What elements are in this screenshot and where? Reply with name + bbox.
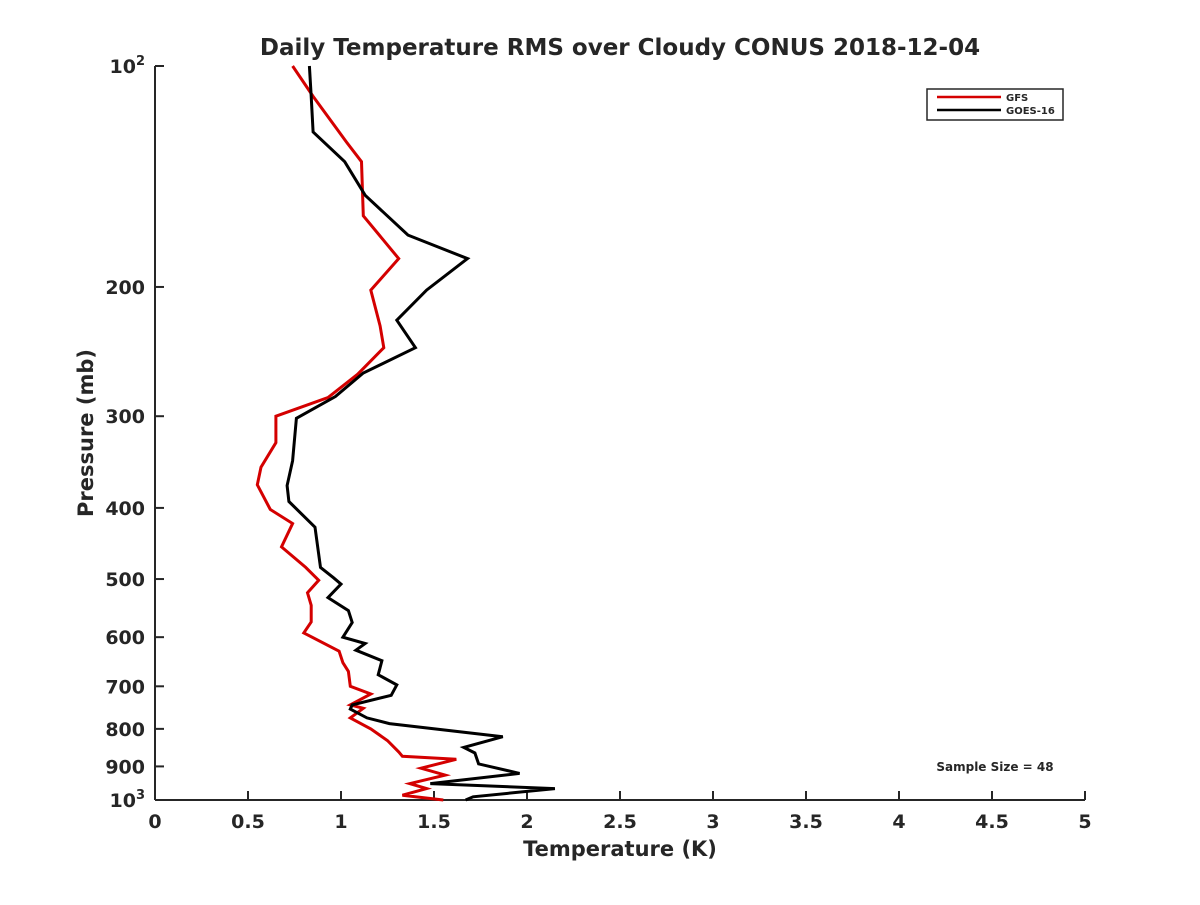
series-line-goes-16 [285,65,556,802]
y-tick-label: 102 [110,54,146,78]
y-tick-label: 103 [110,788,146,812]
x-tick-label: 3.5 [789,811,823,833]
y-tick-label-base: 10 [110,56,136,78]
x-tick-label: 3 [706,811,719,833]
y-tick-label-base: 800 [105,719,145,741]
y-axis-label: Pressure (mb) [74,349,98,517]
x-tick-label: 4 [892,811,905,833]
y-tick-label-base: 200 [105,277,145,299]
y-tick-label: 500 [105,569,145,591]
y-tick-label: 300 [105,406,145,428]
x-tick-label: 4.5 [975,811,1009,833]
y-tick-label: 800 [105,719,145,741]
series-line-gfs [255,65,457,802]
x-tick-label: 2 [520,811,533,833]
y-tick-label-base: 700 [105,676,145,698]
x-tick-label: 0 [148,811,161,833]
x-axis-ticks: 0 0.5 1 1.5 2 2.5 3 3.5 4 4.5 5 [148,791,1092,833]
y-tick-label-exponent: 2 [136,54,145,69]
legend-box [926,88,1064,121]
chart-title: Daily Temperature RMS over Cloudy CONUS … [260,35,980,61]
series-lines [255,65,556,802]
y-tick-label-base: 600 [105,627,145,649]
y-tick-label: 400 [105,498,145,520]
x-tick-label: 1 [334,811,347,833]
y-tick-label-base: 500 [105,569,145,591]
y-tick-label: 200 [105,277,145,299]
x-tick-label: 2.5 [603,811,637,833]
legend-label-goes-16: GOES-16 [1006,106,1055,117]
y-tick-label-exponent: 3 [136,788,145,803]
y-tick-label-base: 400 [105,498,145,520]
legend: GFS GOES-16 [926,88,1064,121]
x-axis-label: Temperature (K) [523,837,717,861]
y-tick-label-base: 300 [105,406,145,428]
x-tick-label: 1.5 [417,811,451,833]
y-tick-label: 600 [105,627,145,649]
y-tick-label-base: 10 [110,790,136,812]
x-tick-label: 5 [1078,811,1091,833]
y-tick-label: 900 [105,756,145,778]
legend-label-gfs: GFS [1006,93,1028,104]
x-tick-label: 0.5 [231,811,265,833]
y-tick-label: 700 [105,676,145,698]
sample-size-annotation: Sample Size = 48 [936,760,1053,774]
y-tick-label-base: 900 [105,756,145,778]
